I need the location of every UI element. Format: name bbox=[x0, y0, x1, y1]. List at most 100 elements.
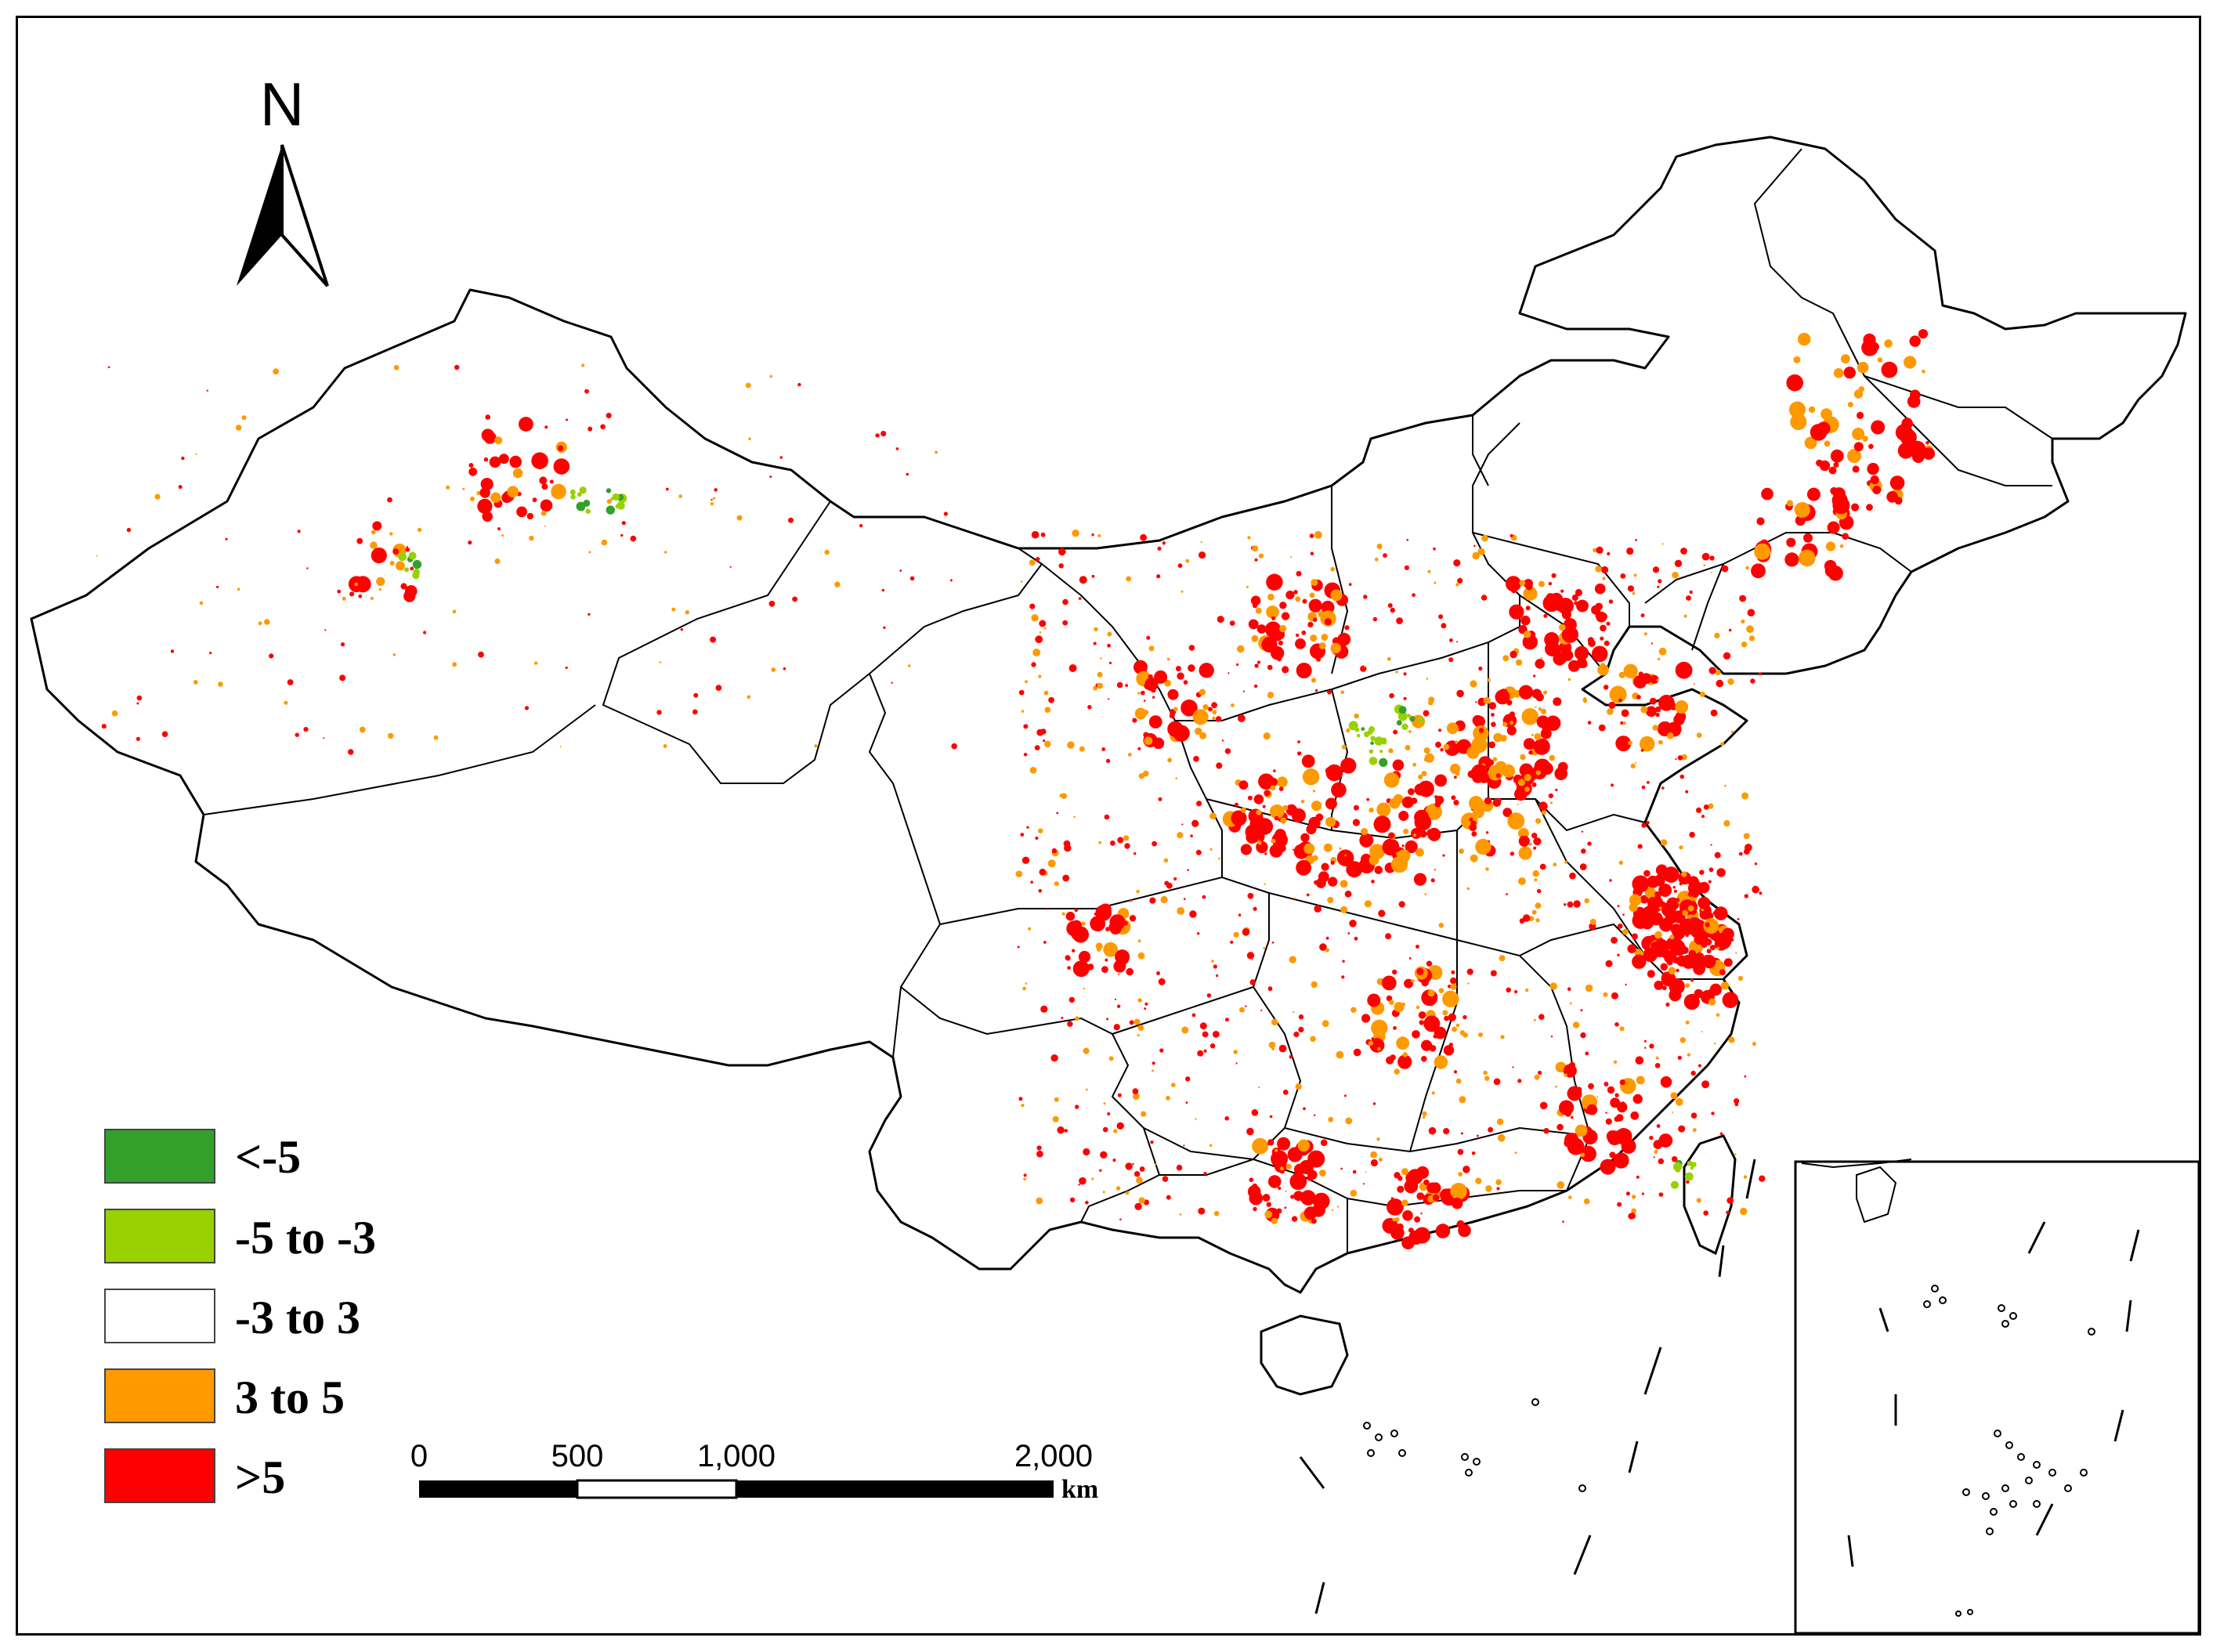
change-patch bbox=[1381, 975, 1397, 991]
change-patch bbox=[1519, 580, 1526, 587]
change-patch bbox=[1442, 990, 1459, 1008]
change-patch bbox=[1132, 1162, 1134, 1166]
change-patch bbox=[1022, 986, 1026, 991]
change-patch bbox=[494, 558, 501, 564]
change-patch bbox=[1331, 782, 1347, 798]
change-patch bbox=[797, 382, 801, 387]
change-patch bbox=[1401, 796, 1414, 808]
change-patch bbox=[1231, 703, 1235, 707]
change-patch bbox=[1478, 1032, 1483, 1037]
change-patch bbox=[1559, 1100, 1575, 1115]
change-patch bbox=[1362, 1183, 1365, 1185]
change-patch bbox=[1106, 1018, 1109, 1021]
change-patch bbox=[1754, 862, 1758, 866]
change-patch bbox=[1672, 927, 1685, 940]
change-patch bbox=[1137, 1025, 1144, 1031]
change-patch bbox=[1535, 706, 1537, 709]
change-patch bbox=[1115, 1186, 1121, 1191]
change-patch bbox=[1221, 739, 1224, 742]
change-patch bbox=[1029, 603, 1036, 609]
change-patch bbox=[1716, 946, 1720, 950]
change-patch bbox=[295, 732, 299, 737]
change-patch bbox=[1716, 868, 1726, 877]
change-patch bbox=[1353, 804, 1359, 811]
change-patch bbox=[1050, 1054, 1058, 1062]
change-patch bbox=[342, 596, 346, 601]
change-patch bbox=[1678, 1125, 1686, 1133]
change-patch bbox=[1252, 1137, 1268, 1155]
change-patch bbox=[1909, 357, 1914, 363]
change-patch bbox=[1199, 551, 1206, 559]
change-patch bbox=[1738, 851, 1743, 856]
change-patch bbox=[1383, 553, 1387, 558]
change-patch bbox=[1028, 927, 1032, 931]
change-patch bbox=[1603, 992, 1608, 997]
change-patch bbox=[1696, 1198, 1701, 1203]
change-patch bbox=[1720, 742, 1725, 746]
change-patch bbox=[824, 549, 830, 555]
change-patch bbox=[1123, 835, 1130, 841]
change-patch bbox=[1392, 969, 1397, 975]
change-patch bbox=[1683, 614, 1687, 618]
change-patch bbox=[1531, 773, 1538, 780]
change-patch bbox=[1414, 783, 1426, 796]
change-patch bbox=[1152, 1061, 1155, 1065]
change-patch bbox=[480, 478, 494, 491]
change-patch bbox=[1181, 699, 1198, 717]
change-patch bbox=[1685, 1020, 1690, 1025]
change-patch bbox=[512, 468, 523, 479]
change-patch bbox=[398, 552, 407, 562]
change-patch bbox=[1379, 757, 1388, 768]
change-patch bbox=[1134, 1018, 1141, 1025]
change-patch bbox=[1023, 1173, 1027, 1177]
change-patch bbox=[1370, 1151, 1377, 1159]
change-patch bbox=[1527, 688, 1533, 693]
change-patch bbox=[1569, 1002, 1572, 1005]
change-patch bbox=[1528, 842, 1532, 846]
change-patch bbox=[1667, 726, 1673, 732]
change-patch bbox=[1101, 747, 1106, 751]
change-patch bbox=[1254, 558, 1258, 562]
change-patch bbox=[1412, 593, 1416, 598]
change-patch bbox=[1446, 722, 1459, 735]
change-patch bbox=[1099, 1169, 1102, 1173]
change-patch bbox=[1619, 1026, 1625, 1032]
change-patch bbox=[1618, 860, 1623, 866]
change-patch bbox=[792, 596, 797, 602]
change-patch bbox=[1020, 833, 1025, 837]
change-patch bbox=[1125, 684, 1128, 687]
change-patch bbox=[1374, 736, 1383, 746]
scale-bar: 0 500 1,000 2,000 km bbox=[410, 1439, 1098, 1504]
change-patch bbox=[1331, 1209, 1334, 1211]
north-arrow[interactable]: N bbox=[237, 70, 329, 287]
change-patch bbox=[1724, 784, 1726, 787]
change-patch bbox=[1018, 689, 1025, 696]
change-patch bbox=[1319, 1169, 1326, 1177]
change-patch bbox=[1094, 913, 1097, 916]
change-patch bbox=[1657, 657, 1661, 661]
change-patch bbox=[1379, 750, 1383, 754]
change-patch bbox=[1137, 692, 1141, 695]
change-patch bbox=[1368, 1040, 1373, 1046]
change-patch bbox=[1103, 1102, 1106, 1105]
change-patch bbox=[1298, 1014, 1304, 1020]
change-patch bbox=[225, 537, 228, 540]
change-patch bbox=[1315, 877, 1326, 888]
change-patch bbox=[1535, 918, 1540, 923]
change-patch bbox=[1681, 871, 1687, 877]
change-patch bbox=[1152, 840, 1157, 847]
change-patch bbox=[1427, 989, 1435, 997]
change-patch bbox=[1459, 848, 1464, 854]
change-patch bbox=[1314, 1114, 1316, 1116]
change-patch bbox=[1311, 678, 1317, 683]
change-patch bbox=[1870, 475, 1879, 485]
change-patch bbox=[1456, 689, 1464, 698]
change-patch bbox=[1163, 858, 1169, 863]
change-patch bbox=[1241, 807, 1246, 813]
change-patch bbox=[1408, 730, 1412, 733]
change-patch bbox=[1258, 773, 1275, 790]
change-patch bbox=[1104, 814, 1110, 820]
change-patch bbox=[1327, 897, 1334, 904]
change-patch bbox=[1369, 1038, 1385, 1053]
change-patch bbox=[1354, 821, 1358, 825]
